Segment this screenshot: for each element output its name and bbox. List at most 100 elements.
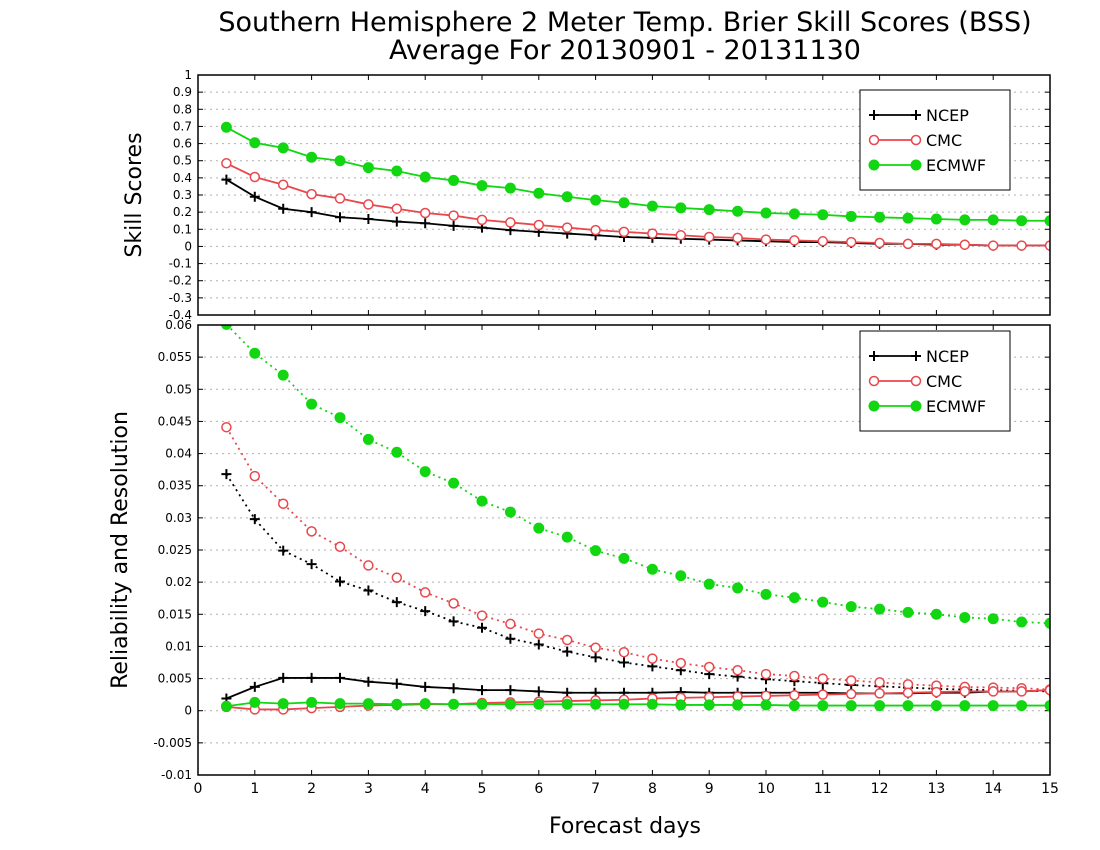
data-point-cmc bbox=[505, 618, 516, 630]
data-point-ncep bbox=[477, 622, 487, 633]
data-point-ecmwf bbox=[277, 698, 289, 710]
data-point-cmc bbox=[845, 236, 857, 248]
data-point-ecmwf bbox=[391, 698, 403, 710]
data-point-cmc bbox=[817, 689, 829, 700]
data-point-cmc bbox=[760, 668, 772, 680]
data-point-ncep bbox=[391, 216, 402, 227]
data-point-ecmwf bbox=[675, 202, 687, 214]
data-point-ncep bbox=[420, 218, 431, 229]
y-tick-label: 0.06 bbox=[165, 318, 192, 332]
data-point-cmc bbox=[760, 690, 772, 702]
y-tick-label: 0.015 bbox=[158, 607, 192, 621]
x-tick-label: 4 bbox=[421, 781, 430, 797]
data-point-cmc bbox=[221, 421, 232, 433]
data-point-ecmwf bbox=[675, 699, 687, 711]
data-point-ecmwf bbox=[504, 506, 516, 518]
data-point-ecmwf bbox=[306, 398, 318, 410]
data-point-ncep bbox=[533, 639, 544, 650]
data-point-ecmwf bbox=[306, 696, 318, 708]
data-point-ncep bbox=[249, 514, 260, 525]
data-point-ecmwf bbox=[362, 433, 374, 445]
y-tick-label: 0.005 bbox=[158, 672, 192, 686]
series-line-cmc-dotted bbox=[225, 426, 1050, 691]
y-tick-label: -0.005 bbox=[153, 736, 192, 750]
data-point-ncep bbox=[335, 576, 345, 587]
data-point-ncep bbox=[278, 672, 289, 683]
legend-marker-ecmwf bbox=[868, 400, 880, 412]
data-point-ecmwf bbox=[703, 699, 715, 711]
data-point-ecmwf bbox=[220, 325, 232, 330]
data-point-cmc bbox=[1016, 240, 1027, 251]
data-point-ecmwf bbox=[874, 603, 886, 615]
x-tick-label: 8 bbox=[648, 781, 657, 797]
data-point-ecmwf bbox=[760, 207, 772, 219]
data-point-ncep bbox=[363, 676, 374, 687]
data-point-ecmwf bbox=[362, 162, 374, 174]
data-point-cmc bbox=[817, 673, 829, 684]
data-point-cmc bbox=[703, 661, 715, 673]
x-tick-label: 2 bbox=[307, 781, 316, 797]
y-tick-label: 0.1 bbox=[173, 222, 192, 236]
data-point-cmc bbox=[533, 628, 545, 639]
data-point-ecmwf bbox=[1044, 700, 1050, 712]
data-point-ecmwf bbox=[817, 596, 829, 608]
data-point-cmc bbox=[647, 228, 658, 239]
data-point-cmc bbox=[874, 237, 885, 249]
data-point-cmc bbox=[334, 541, 346, 553]
data-point-ecmwf bbox=[476, 495, 488, 507]
y-tick-label: -0.2 bbox=[169, 274, 192, 288]
data-point-ecmwf bbox=[1044, 215, 1050, 227]
data-point-cmc bbox=[931, 238, 942, 250]
legend-marker-ecmwf bbox=[910, 400, 922, 412]
data-point-ecmwf bbox=[448, 174, 460, 186]
data-point-ecmwf bbox=[391, 446, 403, 458]
data-point-ecmwf bbox=[391, 165, 403, 177]
data-point-ecmwf bbox=[249, 696, 261, 708]
data-point-ecmwf bbox=[476, 698, 488, 710]
data-point-ecmwf bbox=[902, 212, 914, 224]
data-point-ecmwf bbox=[902, 606, 914, 618]
y-tick-label: 0.9 bbox=[173, 85, 192, 99]
data-point-ecmwf bbox=[590, 545, 602, 557]
data-point-ecmwf bbox=[732, 582, 744, 594]
series-line-ncep-dotted bbox=[225, 473, 1050, 693]
data-point-ecmwf bbox=[334, 155, 346, 167]
data-point-cmc bbox=[675, 657, 687, 669]
legend-marker-ncep bbox=[911, 351, 921, 361]
legend: NCEP CMC ECMWF bbox=[859, 330, 1011, 432]
data-point-ecmwf bbox=[334, 698, 346, 710]
data-point-ecmwf bbox=[1016, 616, 1028, 628]
data-point-ncep bbox=[448, 683, 459, 694]
data-point-ncep bbox=[391, 597, 402, 608]
data-point-cmc bbox=[760, 234, 772, 245]
y-tick-label: 0.3 bbox=[173, 188, 192, 202]
data-point-cmc bbox=[874, 688, 885, 699]
data-point-ncep bbox=[363, 585, 374, 596]
data-point-cmc bbox=[590, 224, 601, 236]
data-point-cmc bbox=[732, 664, 743, 676]
data-point-cmc bbox=[249, 171, 261, 183]
data-point-ncep bbox=[306, 672, 317, 683]
data-point-ncep bbox=[335, 672, 345, 683]
data-point-cmc bbox=[363, 560, 374, 571]
legend-marker-ecmwf bbox=[910, 159, 922, 171]
data-point-cmc bbox=[221, 158, 232, 169]
series-line-ncep-solid bbox=[226, 677, 1050, 700]
y-tick-label: 0.04 bbox=[165, 447, 192, 461]
y-tick-label: 0 bbox=[184, 704, 192, 718]
legend-marker-ecmwf bbox=[868, 159, 880, 171]
data-point-ecmwf bbox=[987, 700, 999, 712]
data-point-cmc bbox=[561, 222, 573, 233]
data-point-cmc bbox=[959, 686, 971, 697]
data-point-ecmwf bbox=[788, 592, 800, 604]
legend-marker-cmc bbox=[910, 134, 922, 146]
data-point-cmc bbox=[902, 687, 914, 698]
data-point-ecmwf bbox=[504, 182, 516, 194]
data-point-ecmwf bbox=[703, 204, 715, 216]
data-point-ecmwf bbox=[675, 570, 687, 582]
legend-marker-cmc bbox=[910, 375, 922, 387]
data-point-ecmwf bbox=[561, 191, 573, 203]
data-point-ncep bbox=[477, 685, 487, 696]
data-point-cmc bbox=[647, 653, 658, 664]
data-point-ecmwf bbox=[306, 151, 318, 163]
